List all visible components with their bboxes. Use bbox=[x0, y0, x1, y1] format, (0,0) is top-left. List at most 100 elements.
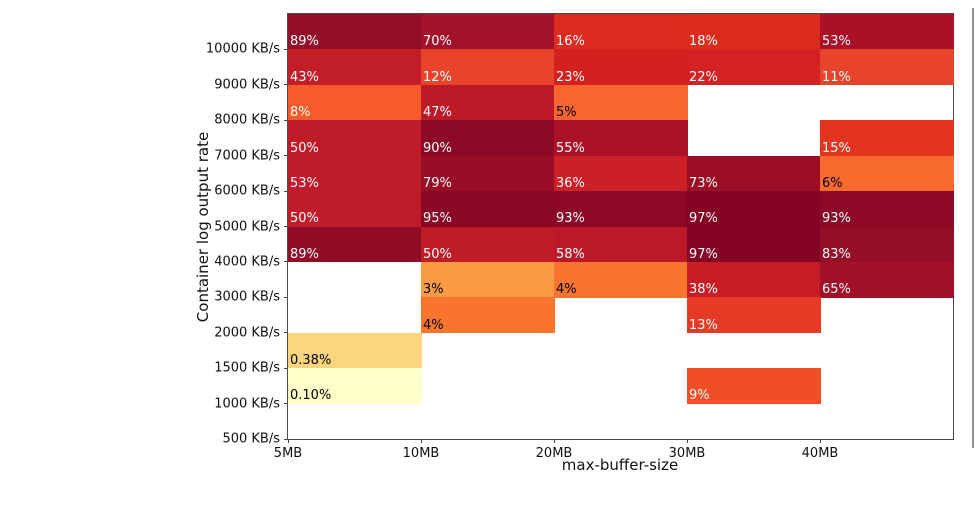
heatmap-cell: 9% bbox=[687, 368, 821, 405]
cell-value-label: 55% bbox=[556, 140, 585, 156]
y-tick-mark bbox=[284, 403, 288, 405]
heatmap-cell: 0.38% bbox=[288, 332, 422, 369]
cell-value-label: 73% bbox=[689, 175, 718, 191]
heatmap-cell: 89% bbox=[288, 14, 422, 50]
y-tick-mark bbox=[284, 155, 288, 157]
y-tick-label: 9000 KB/s bbox=[214, 77, 280, 93]
y-tick-label: 6000 KB/s bbox=[214, 183, 280, 199]
heatmap-cell: 43% bbox=[288, 49, 422, 86]
cell-value-label: 58% bbox=[556, 246, 585, 262]
y-tick-label: 5000 KB/s bbox=[214, 219, 280, 234]
heatmap-cell: 73% bbox=[687, 155, 821, 192]
heatmap-cell: 53% bbox=[820, 14, 954, 50]
cell-value-label: 18% bbox=[689, 34, 718, 50]
heatmap-cell: 70% bbox=[421, 14, 555, 50]
cell-value-label: 11% bbox=[822, 69, 851, 85]
cell-value-label: 15% bbox=[822, 140, 851, 156]
heatmap-cell: 58% bbox=[554, 226, 688, 263]
heatmap-cell: 90% bbox=[421, 120, 555, 157]
y-tick-label: 1000 KB/s bbox=[214, 396, 280, 412]
y-axis-title: Container log output rate bbox=[194, 131, 212, 323]
y-tick-mark bbox=[284, 226, 288, 227]
y-tick-mark bbox=[284, 48, 288, 50]
cell-value-label: 97% bbox=[689, 246, 718, 262]
heatmap-cell: 3% bbox=[421, 261, 555, 298]
cell-value-label: 0.10% bbox=[290, 388, 332, 404]
y-tick-label: 1500 KB/s bbox=[214, 360, 280, 376]
heatmap-cell: 53% bbox=[288, 155, 422, 192]
cell-value-label: 50% bbox=[290, 211, 319, 227]
heatmap-cell: 55% bbox=[554, 120, 688, 157]
plot-area: 89% 70% 16% 18% 53% 43% 12% 23% 22% 11% 8% 47% 5% 50%… bbox=[206, 13, 954, 461]
x-tick-mark bbox=[287, 439, 289, 443]
cell-value-label: 89% bbox=[290, 34, 319, 50]
cell-value-label: 9% bbox=[689, 388, 710, 404]
heatmap-cell: 97% bbox=[687, 226, 821, 263]
heatmap-cell: 79% bbox=[421, 155, 555, 192]
cell-value-label: 89% bbox=[290, 246, 319, 262]
heatmap-cell: 38% bbox=[687, 261, 821, 298]
cell-value-label: 83% bbox=[822, 246, 851, 262]
cell-value-label: 12% bbox=[423, 69, 452, 85]
cell-value-label: 4% bbox=[556, 282, 577, 298]
cell-value-label: 38% bbox=[689, 282, 718, 298]
y-tick-mark bbox=[284, 190, 288, 192]
cell-value-label: 4% bbox=[423, 317, 444, 333]
y-tick-label: 3000 KB/s bbox=[214, 289, 280, 305]
cell-value-label: 65% bbox=[822, 282, 851, 298]
cell-value-label: 16% bbox=[556, 34, 585, 50]
heatmap-cell: 11% bbox=[820, 49, 954, 86]
heatmap-cell: 50% bbox=[421, 226, 555, 263]
heatmap-cell: 0.10% bbox=[288, 368, 422, 405]
heatmap-cell: 36% bbox=[554, 155, 688, 192]
y-tick-label: 7000 KB/s bbox=[214, 148, 280, 164]
heatmap-cell: 89% bbox=[288, 226, 422, 263]
heatmap-cell: 65% bbox=[820, 261, 954, 298]
x-tick-label: 30MB bbox=[668, 446, 706, 461]
y-tick-label: 4000 KB/s bbox=[214, 254, 280, 270]
heatmap-cell: 50% bbox=[288, 191, 422, 227]
cell-value-label: 3% bbox=[423, 282, 444, 298]
cell-value-label: 93% bbox=[556, 211, 585, 227]
cell-value-label: 8% bbox=[290, 105, 311, 121]
heatmap-cell: 47% bbox=[421, 84, 555, 121]
cell-value-label: 50% bbox=[423, 246, 452, 262]
x-tick-label: 5MB bbox=[273, 446, 303, 461]
heatmap-cell: 18% bbox=[687, 14, 821, 50]
cell-value-label: 0.38% bbox=[290, 353, 332, 369]
cell-value-label: 36% bbox=[556, 175, 585, 191]
y-tick-mark bbox=[284, 296, 288, 298]
y-tick-label: 10000 KB/s bbox=[205, 41, 280, 57]
heatmap-cell: 13% bbox=[687, 297, 821, 334]
cell-value-label: 97% bbox=[689, 211, 718, 227]
cell-value-label: 79% bbox=[423, 175, 452, 191]
x-tick-label: 40MB bbox=[801, 446, 839, 461]
cell-value-label: 5% bbox=[556, 105, 577, 121]
cell-value-label: 6% bbox=[822, 175, 843, 191]
heatmap-cell: 15% bbox=[820, 120, 954, 157]
cell-value-label: 70% bbox=[423, 34, 452, 50]
y-tick-mark bbox=[284, 119, 288, 121]
heatmap-cell: 50% bbox=[288, 120, 422, 157]
heatmap-cell: 22% bbox=[687, 49, 821, 86]
cell-value-label: 53% bbox=[290, 175, 319, 191]
heatmap-cell: 8% bbox=[288, 84, 422, 121]
heatmap-cell: 93% bbox=[554, 191, 688, 227]
cell-value-label: 93% bbox=[822, 211, 851, 227]
cell-value-label: 22% bbox=[689, 69, 718, 85]
cell-value-label: 13% bbox=[689, 317, 718, 333]
cell-value-label: 50% bbox=[290, 140, 319, 156]
heatmap-cell: 4% bbox=[421, 297, 555, 334]
cell-value-label: 53% bbox=[822, 34, 851, 50]
heatmap-cell: 12% bbox=[421, 49, 555, 86]
y-tick-label: 2000 KB/s bbox=[214, 325, 280, 341]
heatmap-cell: 83% bbox=[820, 226, 954, 263]
y-tick-mark bbox=[284, 367, 288, 369]
y-tick-mark bbox=[284, 332, 288, 334]
window-edge-line bbox=[972, 8, 974, 448]
y-tick-label: 8000 KB/s bbox=[214, 112, 280, 128]
cell-value-label: 47% bbox=[423, 105, 452, 121]
heatmap-cell: 4% bbox=[554, 261, 688, 298]
heatmap-cell: 93% bbox=[820, 191, 954, 227]
